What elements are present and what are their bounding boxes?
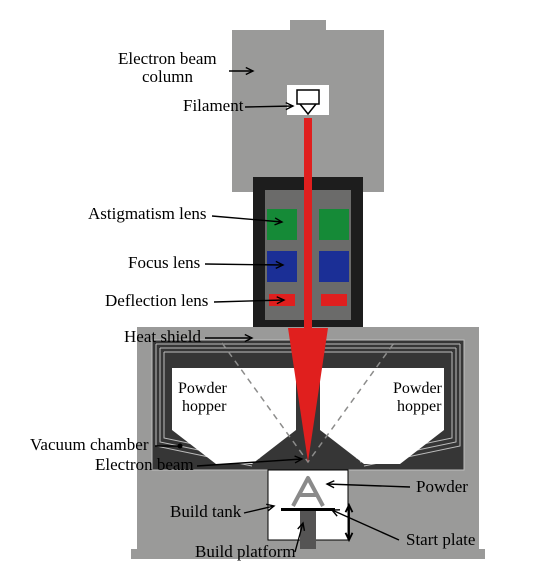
svg-text:column: column [142, 67, 193, 86]
svg-text:Astigmatism lens: Astigmatism lens [88, 204, 207, 223]
svg-text:Deflection lens: Deflection lens [105, 291, 208, 310]
svg-text:Build tank: Build tank [170, 502, 242, 521]
svg-text:hopper: hopper [182, 398, 227, 415]
svg-text:Focus lens: Focus lens [128, 253, 200, 272]
svg-text:Powder: Powder [393, 380, 443, 397]
svg-text:Filament: Filament [183, 96, 244, 115]
svg-text:Electron beam: Electron beam [95, 455, 194, 474]
focus-lens [267, 251, 297, 282]
svg-text:Vacuum chamber: Vacuum chamber [30, 435, 149, 454]
svg-text:hopper: hopper [397, 398, 442, 415]
astigmatism-lens [267, 209, 297, 240]
start-plate [281, 508, 335, 511]
svg-text:Powder: Powder [416, 477, 468, 496]
build-platform [300, 511, 316, 549]
svg-text:Powder: Powder [178, 380, 228, 397]
svg-text:Build platform: Build platform [195, 542, 296, 561]
svg-text:Start plate: Start plate [406, 530, 475, 549]
svg-text:Heat shield: Heat shield [124, 327, 201, 346]
filament [297, 90, 319, 104]
svg-text:Electron beam: Electron beam [118, 49, 217, 68]
